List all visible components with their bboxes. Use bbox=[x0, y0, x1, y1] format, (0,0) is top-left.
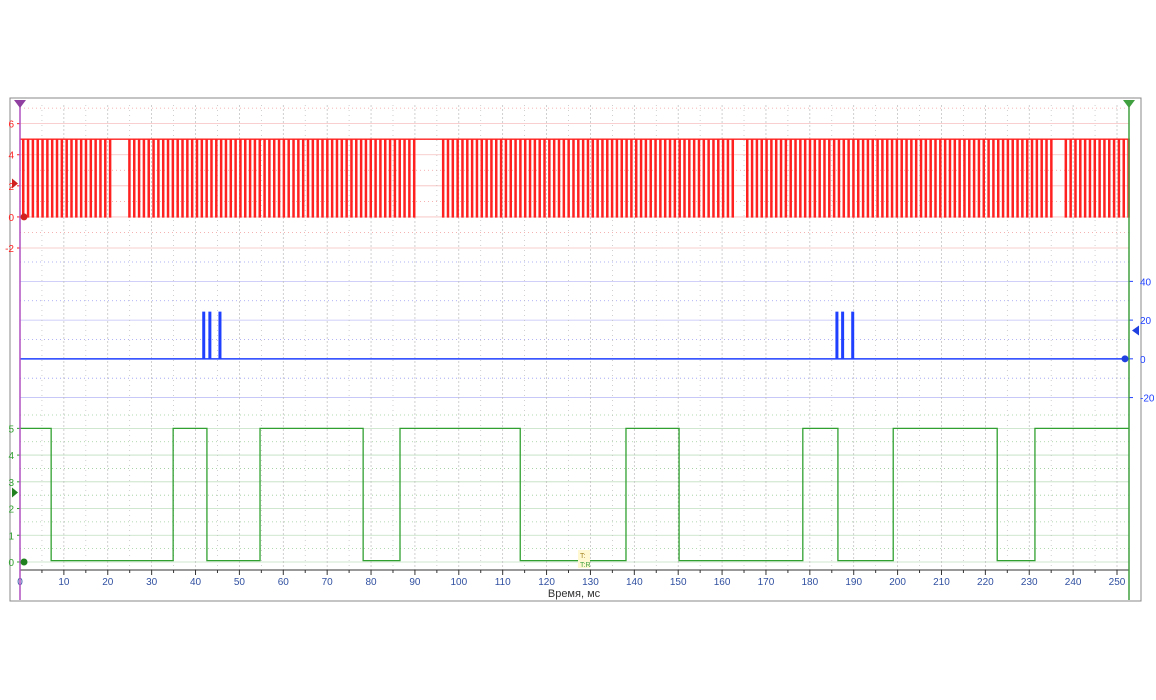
channel-offset-marker-icon[interactable] bbox=[20, 558, 28, 566]
y-tick-label: -2 bbox=[5, 244, 14, 255]
y-tick-label: 1 bbox=[8, 531, 14, 542]
channel-scale-marker-icon[interactable] bbox=[12, 178, 18, 189]
trigger-label-bottom: T:R bbox=[580, 562, 591, 569]
y-tick-label: 5 bbox=[8, 424, 14, 435]
green-channel-trace bbox=[20, 427, 1129, 562]
x-tick-label: 80 bbox=[365, 577, 377, 588]
x-tick-label: 110 bbox=[495, 577, 511, 588]
cursor-handle-left-icon[interactable] bbox=[14, 100, 26, 108]
x-tick-label: 60 bbox=[278, 577, 290, 588]
x-tick-label: 40 bbox=[190, 577, 202, 588]
x-tick-label: 230 bbox=[1021, 577, 1038, 588]
y-tick-label: 3 bbox=[8, 478, 14, 489]
y-tick-label: -20 bbox=[1140, 394, 1155, 405]
x-tick-label: 10 bbox=[58, 577, 70, 588]
x-tick-label: 190 bbox=[845, 577, 862, 588]
cursor-handle-right-icon[interactable] bbox=[1123, 100, 1135, 108]
blue-channel-trace bbox=[20, 311, 1129, 360]
traces bbox=[20, 138, 1130, 562]
trigger-marker[interactable]: T: T:R bbox=[578, 550, 591, 569]
x-axis-label: Время, мс bbox=[548, 588, 601, 600]
channel-offset-marker-icon[interactable] bbox=[20, 213, 28, 221]
x-tick-label: 180 bbox=[801, 577, 818, 588]
y-tick-label: 2 bbox=[8, 182, 14, 193]
y-tick-label: 6 bbox=[8, 120, 14, 131]
y-tick-label: 40 bbox=[1140, 277, 1152, 288]
x-tick-label: 20 bbox=[102, 577, 114, 588]
channel-offset-marker-icon[interactable] bbox=[1121, 355, 1129, 363]
x-tick-label: 30 bbox=[146, 577, 158, 588]
x-tick-label: 50 bbox=[234, 577, 246, 588]
x-tick-label: 220 bbox=[977, 577, 994, 588]
x-tick-label: 200 bbox=[889, 577, 906, 588]
markers bbox=[12, 100, 1139, 600]
trigger-label-top: T: bbox=[580, 553, 586, 560]
x-tick-label: 120 bbox=[538, 577, 555, 588]
y-tick-label: 20 bbox=[1140, 316, 1152, 327]
y-tick-label: 0 bbox=[8, 213, 14, 224]
y-tick-label: 0 bbox=[1140, 355, 1146, 366]
x-tick-label: 160 bbox=[714, 577, 731, 588]
channel-scale-marker-icon[interactable] bbox=[12, 487, 18, 498]
axes: -20246-200204001234501020304050607080901… bbox=[5, 120, 1155, 588]
y-tick-label: 2 bbox=[8, 505, 14, 516]
red-channel-trace bbox=[20, 138, 1130, 218]
x-tick-label: 90 bbox=[409, 577, 421, 588]
y-tick-label: 4 bbox=[8, 451, 14, 462]
x-tick-label: 140 bbox=[626, 577, 643, 588]
x-tick-label: 70 bbox=[322, 577, 334, 588]
x-tick-label: 250 bbox=[1109, 577, 1126, 588]
x-tick-label: 150 bbox=[670, 577, 687, 588]
x-tick-label: 210 bbox=[933, 577, 950, 588]
chart-frame bbox=[9, 97, 1142, 602]
channel-scale-marker-icon[interactable] bbox=[1132, 325, 1139, 336]
x-tick-label: 130 bbox=[582, 577, 599, 588]
y-tick-label: 4 bbox=[8, 151, 14, 162]
y-tick-label: 0 bbox=[8, 558, 14, 569]
x-tick-label: 100 bbox=[450, 577, 467, 588]
x-tick-label: 170 bbox=[758, 577, 775, 588]
x-tick-label: 240 bbox=[1065, 577, 1082, 588]
